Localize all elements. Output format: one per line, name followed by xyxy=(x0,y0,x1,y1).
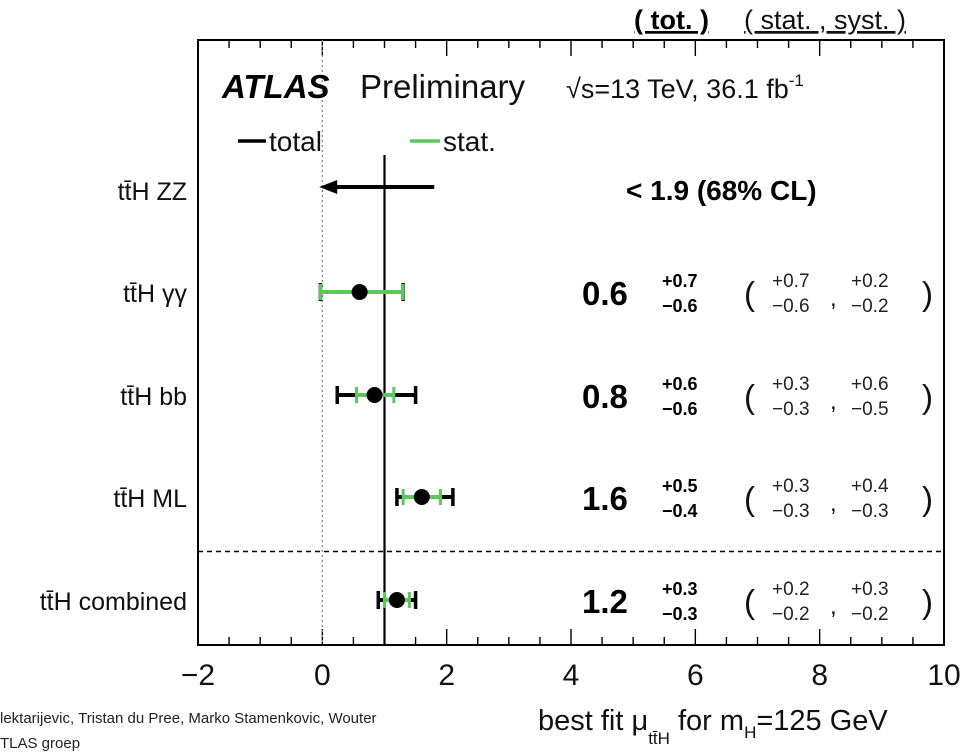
plot-frame xyxy=(197,39,945,646)
x-axis-label-sub: tt̄H xyxy=(648,729,670,748)
close-paren: ) xyxy=(922,480,933,517)
close-paren: ) xyxy=(922,583,933,620)
total-up-text: +0.6 xyxy=(662,374,698,394)
row-label: tt̄H bb xyxy=(120,383,187,411)
syst-down-text: −0.2 xyxy=(851,604,889,625)
central-value-point xyxy=(366,387,383,403)
open-paren: ( xyxy=(744,275,755,312)
x-axis-label-mid: for m xyxy=(670,705,744,737)
photo-credit-line-1: lektarijevic, Tristan du Pree, Marko Sta… xyxy=(0,710,377,727)
value-text: 1.2 xyxy=(582,583,628,620)
stat-down-text: −0.2 xyxy=(772,604,810,625)
header-stat-syst: ( stat. , syst. ) xyxy=(744,5,906,35)
limit-text: < 1.9 (68% CL) xyxy=(626,175,817,206)
comma: , xyxy=(830,490,837,517)
total-down-text: −0.4 xyxy=(662,501,698,521)
value-text: 1.6 xyxy=(582,480,628,517)
total-down-text: −0.6 xyxy=(662,296,698,316)
close-paren: ) xyxy=(922,378,933,415)
limit-arrow xyxy=(319,180,338,194)
comma: , xyxy=(830,285,837,312)
x-axis-label-sub2: H xyxy=(744,723,756,742)
row-label: tt̄H ZZ xyxy=(118,178,187,206)
total-up-text: +0.5 xyxy=(662,476,698,496)
central-value-point xyxy=(413,489,430,505)
stat-up-text: +0.7 xyxy=(772,271,810,292)
energy-lumi-label: √s=13 TeV, 36.1 fb-1 xyxy=(566,71,804,104)
chart-text: −2 0 2 4 6 8 10 best fit μtt̄H for mH=125 GeV ( … xyxy=(40,5,961,748)
syst-up-text: +0.4 xyxy=(851,476,889,497)
comma: , xyxy=(830,388,837,415)
photo-credit-line-2: TLAS groep xyxy=(0,735,81,752)
syst-down-text: −0.3 xyxy=(851,501,889,522)
syst-up-text: +0.3 xyxy=(851,579,889,600)
open-paren: ( xyxy=(744,583,755,620)
comma: , xyxy=(830,593,837,620)
stat-up-text: +0.3 xyxy=(772,476,810,497)
total-down-text: −0.3 xyxy=(662,604,698,624)
row-label: tt̄H ML xyxy=(113,485,187,513)
energy-lumi-sup: -1 xyxy=(789,71,804,90)
stat-up-text: +0.2 xyxy=(772,579,810,600)
x-tick-label: 8 xyxy=(811,659,828,692)
syst-down-text: −0.2 xyxy=(851,296,889,317)
x-tick-label: 2 xyxy=(438,659,455,692)
row-label: tt̄H γγ xyxy=(123,280,187,308)
stat-down-text: −0.3 xyxy=(772,399,810,420)
value-text: 0.8 xyxy=(582,378,628,415)
experiment-label: ATLAS xyxy=(221,68,330,105)
stat-down-text: −0.6 xyxy=(772,296,810,317)
central-value-point xyxy=(388,592,405,608)
x-axis-label-post: =125 GeV xyxy=(756,705,888,737)
total-up-text: +0.3 xyxy=(662,579,698,599)
x-tick-label: 10 xyxy=(927,659,960,692)
x-axis-label: best fit μtt̄H for mH=125 GeV xyxy=(538,705,888,748)
x-tick-label: 4 xyxy=(563,659,580,692)
x-tick-label: 0 xyxy=(314,659,331,692)
x-axis-label-main: best fit μ xyxy=(538,705,648,737)
row-label: tt̄H combined xyxy=(40,588,187,616)
stat-up-text: +0.3 xyxy=(772,374,810,395)
value-text: 0.6 xyxy=(582,275,628,312)
header-total: ( tot. ) xyxy=(634,5,709,35)
close-paren: ) xyxy=(922,275,933,312)
x-tick-label: −2 xyxy=(181,659,215,692)
total-up-text: +0.7 xyxy=(662,271,698,291)
legend-stat-label: stat. xyxy=(443,126,496,157)
chart-marks xyxy=(238,139,455,609)
syst-up-text: +0.6 xyxy=(851,374,889,395)
open-paren: ( xyxy=(744,480,755,517)
legend-total-label: total xyxy=(269,126,322,157)
stat-down-text: −0.3 xyxy=(772,501,810,522)
central-value-point xyxy=(351,284,368,300)
open-paren: ( xyxy=(744,378,755,415)
status-label: Preliminary xyxy=(360,68,526,105)
x-tick-label: 6 xyxy=(687,659,704,692)
total-down-text: −0.6 xyxy=(662,399,698,419)
syst-down-text: −0.5 xyxy=(851,399,889,420)
syst-up-text: +0.2 xyxy=(851,271,889,292)
energy-lumi-main: √s=13 TeV, 36.1 fb xyxy=(566,74,789,104)
